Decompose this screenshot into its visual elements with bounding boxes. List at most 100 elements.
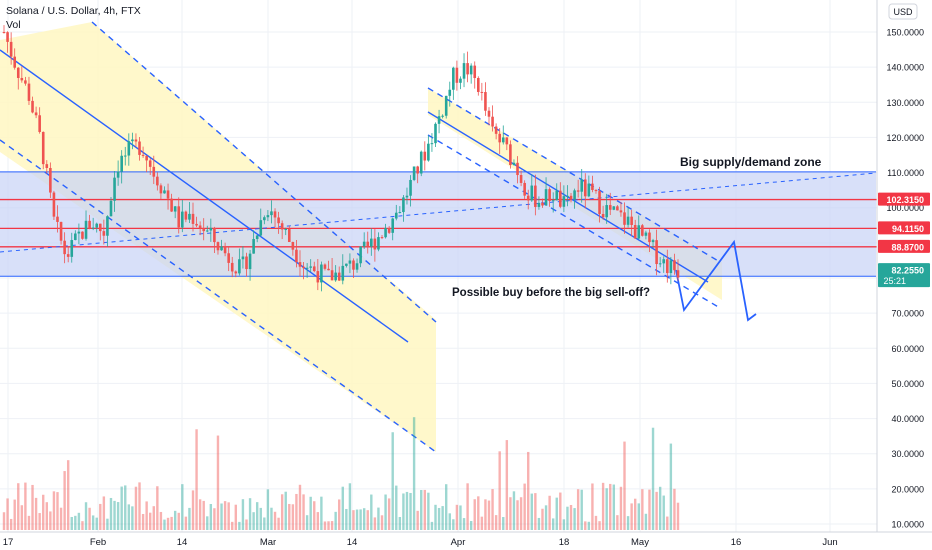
candle — [598, 186, 601, 223]
candle — [252, 230, 255, 254]
candle — [13, 48, 16, 70]
candle — [273, 208, 277, 228]
volume-bar — [70, 516, 73, 530]
candle — [241, 246, 245, 269]
candle — [566, 185, 569, 207]
currency-button[interactable]: USD — [888, 3, 918, 20]
candle — [330, 257, 334, 281]
volume-bar — [591, 483, 594, 530]
supply-demand-zone — [0, 171, 876, 277]
volume-bar — [341, 486, 344, 530]
volume-bar — [626, 516, 630, 530]
candle — [106, 215, 109, 247]
volume-bar — [227, 502, 230, 530]
volume-bar — [6, 498, 9, 530]
candle — [298, 250, 302, 277]
candle — [238, 248, 241, 276]
candle — [630, 209, 633, 236]
volume-bar — [81, 521, 84, 530]
volume-bar — [99, 503, 102, 530]
volume-bar — [387, 498, 391, 530]
candle — [512, 159, 516, 166]
volume-bar — [24, 482, 27, 530]
candle — [648, 229, 651, 253]
candle — [583, 173, 587, 209]
supply-zone-label: Big supply/demand zone — [680, 155, 822, 169]
candle — [166, 183, 170, 210]
volume-indicator-label[interactable]: Vol — [6, 19, 21, 31]
candle — [655, 229, 658, 276]
volume-bar — [587, 521, 591, 530]
volume-bar — [95, 517, 98, 530]
volume-bar — [655, 491, 658, 530]
volume-bar — [316, 512, 320, 530]
volume-bar — [330, 521, 334, 530]
volume-bar — [412, 417, 416, 530]
candle — [213, 226, 216, 254]
volume-bar — [202, 500, 205, 530]
candle — [419, 150, 423, 177]
candle — [127, 133, 131, 166]
volume-bar — [576, 489, 580, 530]
volume-bar — [159, 511, 163, 530]
candle — [651, 238, 655, 249]
candle — [487, 107, 491, 126]
time-tick-label: May — [631, 537, 649, 548]
candle — [41, 131, 45, 170]
price-tag: 94.1150 — [878, 221, 930, 235]
candle — [409, 175, 412, 207]
volume-bar — [630, 503, 633, 530]
volume-bar — [102, 496, 106, 530]
candle — [198, 221, 202, 236]
candle — [608, 192, 612, 216]
volume-bar — [280, 494, 284, 530]
candle — [345, 263, 348, 268]
candle — [355, 258, 359, 273]
volume-bar — [352, 510, 355, 530]
volume-bar — [234, 504, 237, 530]
volume-bar — [651, 427, 655, 530]
candle — [309, 259, 312, 273]
volume-bar — [384, 494, 387, 530]
volume-bar — [477, 496, 480, 530]
volume-bar — [298, 484, 302, 530]
volume-bar — [270, 507, 273, 530]
volume-bar — [323, 521, 327, 530]
price-tag-label: 94.1150 — [892, 224, 924, 234]
candle — [587, 175, 591, 198]
candle — [576, 179, 580, 198]
candle — [170, 193, 173, 212]
volume-bar — [13, 499, 16, 530]
volume-bar — [209, 504, 213, 530]
volume-bar — [551, 518, 555, 530]
time-tick-label: 14 — [347, 537, 358, 548]
volume-bar — [263, 517, 266, 530]
volume-bar — [327, 521, 330, 530]
price-tick-label: 10.0000 — [891, 520, 924, 530]
small-channel-lower-dashed — [427, 134, 721, 309]
candle — [202, 218, 206, 241]
volume-bar — [49, 511, 52, 530]
candle — [459, 76, 462, 90]
candle — [148, 158, 152, 175]
volume-bar — [42, 494, 45, 530]
candle — [34, 106, 38, 119]
volume-bar — [213, 508, 216, 530]
candle — [437, 109, 441, 134]
volume-bar — [338, 499, 341, 530]
candle — [405, 187, 409, 205]
candle — [188, 202, 191, 224]
candle — [555, 183, 559, 201]
candle — [27, 76, 31, 105]
volume-bar — [266, 489, 270, 530]
candle — [601, 205, 605, 220]
candle — [98, 223, 102, 241]
candle — [416, 165, 419, 184]
candle — [16, 67, 20, 90]
volume-bar — [198, 499, 202, 530]
time-tick-label: 17 — [3, 537, 14, 548]
candle — [255, 234, 259, 243]
candle — [398, 206, 402, 214]
